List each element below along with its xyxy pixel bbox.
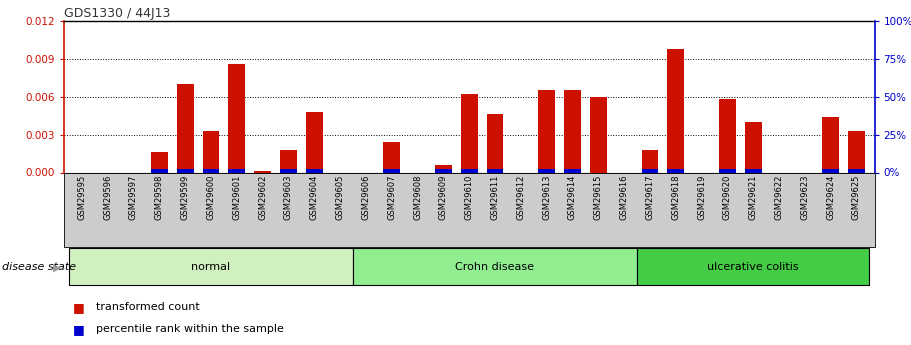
Text: Crohn disease: Crohn disease <box>456 262 535 272</box>
Text: GSM29614: GSM29614 <box>568 175 577 220</box>
Bar <box>202 169 220 172</box>
Text: GSM29600: GSM29600 <box>207 175 216 220</box>
Bar <box>384 142 400 172</box>
Bar <box>564 90 581 172</box>
Text: GSM29617: GSM29617 <box>645 175 654 220</box>
Bar <box>229 169 245 172</box>
Bar <box>151 152 168 172</box>
Bar <box>538 169 555 172</box>
Text: GSM29612: GSM29612 <box>517 175 526 220</box>
Text: percentile rank within the sample: percentile rank within the sample <box>96 325 283 334</box>
FancyBboxPatch shape <box>637 248 869 285</box>
Bar <box>461 169 477 172</box>
Bar <box>848 131 865 172</box>
Text: GSM29610: GSM29610 <box>465 175 474 220</box>
Text: normal: normal <box>191 262 230 272</box>
Text: GSM29622: GSM29622 <box>774 175 783 220</box>
Bar <box>590 97 607 172</box>
Bar <box>668 169 684 172</box>
Text: GSM29621: GSM29621 <box>749 175 758 220</box>
Text: GSM29624: GSM29624 <box>826 175 835 220</box>
Bar <box>641 169 659 172</box>
Text: GSM29606: GSM29606 <box>362 175 371 220</box>
Text: GSM29608: GSM29608 <box>413 175 422 220</box>
Text: GSM29615: GSM29615 <box>594 175 603 220</box>
Bar <box>306 112 322 172</box>
Bar <box>564 169 581 172</box>
Bar <box>848 169 865 172</box>
Text: ulcerative colitis: ulcerative colitis <box>707 262 799 272</box>
Text: GSM29625: GSM29625 <box>852 175 861 220</box>
Bar <box>254 171 271 172</box>
Text: GSM29619: GSM29619 <box>697 175 706 220</box>
Text: GSM29623: GSM29623 <box>801 175 809 220</box>
Text: GSM29618: GSM29618 <box>671 175 681 220</box>
Bar <box>177 169 193 172</box>
Bar <box>151 169 168 172</box>
Bar <box>177 84 193 172</box>
Bar <box>229 64 245 172</box>
Bar <box>435 165 452 172</box>
Bar <box>306 169 322 172</box>
Text: GSM29605: GSM29605 <box>335 175 344 220</box>
Text: ▶: ▶ <box>53 263 61 272</box>
Text: ■: ■ <box>73 300 85 314</box>
Bar <box>745 169 762 172</box>
Bar <box>538 90 555 172</box>
Bar <box>745 122 762 172</box>
Text: GDS1330 / 44J13: GDS1330 / 44J13 <box>64 7 170 20</box>
Text: GSM29603: GSM29603 <box>284 175 293 220</box>
Bar <box>823 169 839 172</box>
Bar <box>668 49 684 172</box>
Text: GSM29599: GSM29599 <box>180 175 189 220</box>
Bar <box>823 117 839 172</box>
FancyBboxPatch shape <box>69 248 353 285</box>
Bar <box>280 150 297 172</box>
Text: GSM29597: GSM29597 <box>129 175 138 220</box>
Text: GSM29611: GSM29611 <box>490 175 499 220</box>
Text: GSM29620: GSM29620 <box>722 175 732 220</box>
Bar <box>719 169 736 172</box>
Bar <box>280 169 297 172</box>
Bar <box>202 131 220 172</box>
Bar <box>486 114 504 172</box>
Text: GSM29607: GSM29607 <box>387 175 396 220</box>
FancyBboxPatch shape <box>353 248 637 285</box>
Bar <box>435 169 452 172</box>
Text: GSM29609: GSM29609 <box>439 175 448 220</box>
Text: transformed count: transformed count <box>96 302 200 312</box>
Text: GSM29595: GSM29595 <box>77 175 87 220</box>
Bar <box>461 94 477 172</box>
Bar <box>486 169 504 172</box>
Text: GSM29602: GSM29602 <box>258 175 267 220</box>
Text: GSM29604: GSM29604 <box>310 175 319 220</box>
Text: disease state: disease state <box>2 263 76 272</box>
Text: GSM29601: GSM29601 <box>232 175 241 220</box>
Bar <box>719 99 736 172</box>
Text: GSM29613: GSM29613 <box>542 175 551 220</box>
Text: GSM29616: GSM29616 <box>619 175 629 220</box>
Bar <box>641 150 659 172</box>
Text: ■: ■ <box>73 323 85 336</box>
Text: GSM29596: GSM29596 <box>103 175 112 220</box>
Bar <box>384 169 400 172</box>
Text: GSM29598: GSM29598 <box>155 175 164 220</box>
